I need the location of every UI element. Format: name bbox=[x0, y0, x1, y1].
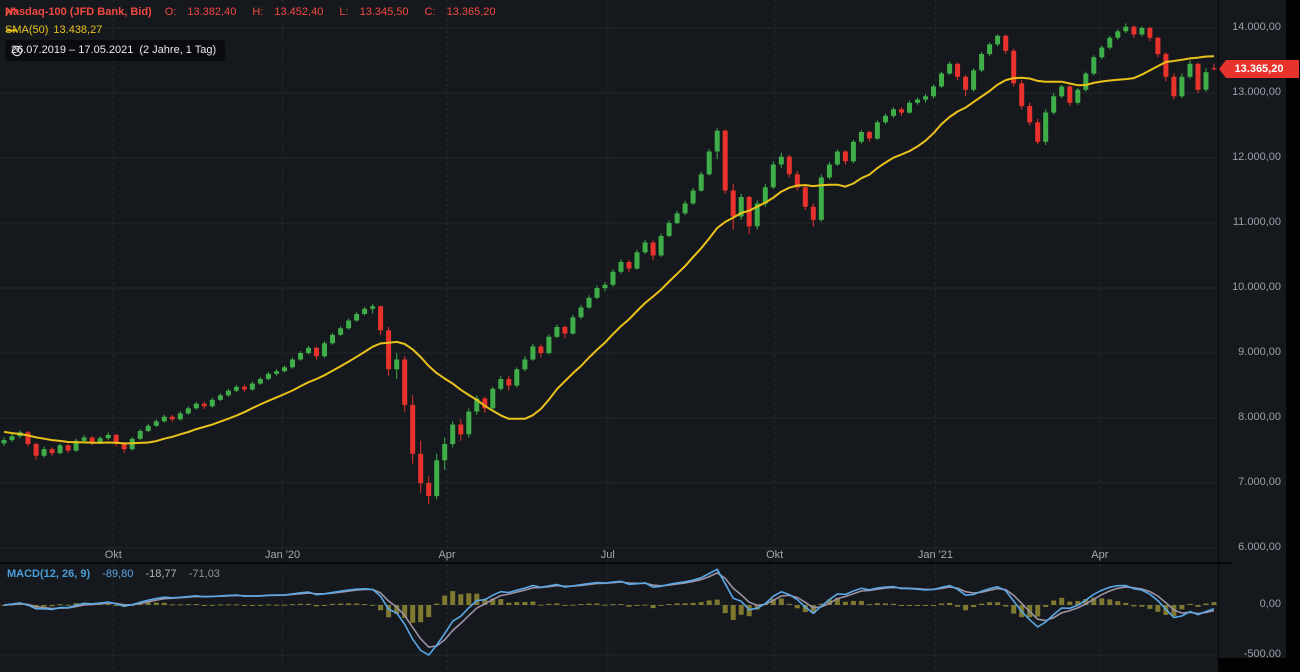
macd-line bbox=[3, 568, 1215, 657]
sma-name: SMA(50) bbox=[5, 24, 49, 36]
close-value: 13.365,20 bbox=[446, 6, 496, 18]
macd-histogram bbox=[1, 591, 1217, 623]
date-range-pill: 26.07.2019 – 17.05.2021 (2 Jahre, 1 Tag) bbox=[5, 40, 226, 61]
macd-indicator-chart[interactable] bbox=[0, 564, 1218, 672]
sma-value: 13.438,27 bbox=[53, 24, 103, 36]
time-tick: Okt bbox=[104, 549, 122, 561]
date-range-note: (2 Jahre, 1 Tag) bbox=[139, 44, 217, 56]
time-gridlines bbox=[112, 0, 1101, 549]
time-tick: Jul bbox=[600, 549, 615, 561]
macd-signal-value: -18,77 bbox=[145, 568, 177, 580]
sma-line bbox=[3, 55, 1215, 445]
price-tick: 13.000,00 bbox=[1232, 86, 1281, 98]
sma-legend-row: SMA(50) 13.438,27 bbox=[5, 22, 512, 39]
date-range: 26.07.2019 – 17.05.2021 bbox=[11, 44, 134, 56]
price-tick: 9.000,00 bbox=[1238, 346, 1281, 358]
price-tick: 10.000,00 bbox=[1232, 281, 1281, 293]
ohlc-readout: O: 13.382,40 H: 13.452,40 L: 13.345,50 C: 1… bbox=[164, 6, 496, 18]
candles-layer bbox=[1, 23, 1217, 505]
macd-label: MACD(12, 26, 9) bbox=[7, 568, 91, 580]
price-gridlines bbox=[0, 27, 1218, 549]
instrument-legend-row: Nasdaq-100 (JFD Bank, Bid) O: 13.382,40 H… bbox=[5, 4, 512, 21]
macd-axis-tick: -500,00 bbox=[1243, 648, 1281, 660]
price-tick: 8.000,00 bbox=[1238, 411, 1281, 423]
time-axis[interactable]: Okt Jan '20 Apr Jul Okt Jan '21 Apr bbox=[0, 549, 1218, 562]
time-tick: Apr bbox=[438, 549, 456, 561]
open-value: 13.382,40 bbox=[187, 6, 237, 18]
macd-axis-tick: 0,00 bbox=[1259, 598, 1281, 610]
right-edge-strip bbox=[1286, 0, 1300, 672]
last-price-tag: 13.365,20 bbox=[1219, 60, 1299, 78]
time-tick: Jan '21 bbox=[917, 549, 953, 561]
price-tick: 14.000,00 bbox=[1232, 21, 1281, 33]
date-range-row: 26.07.2019 – 17.05.2021 (2 Jahre, 1 Tag) bbox=[5, 40, 512, 61]
time-tick: Okt bbox=[766, 549, 784, 561]
high-value: 13.452,40 bbox=[274, 6, 324, 18]
chart-legend: Nasdaq-100 (JFD Bank, Bid) O: 13.382,40 H… bbox=[5, 4, 512, 62]
main-price-chart[interactable] bbox=[0, 0, 1218, 549]
price-tick: 12.000,00 bbox=[1232, 151, 1281, 163]
instrument-icon bbox=[5, 7, 18, 17]
low-value: 13.345,50 bbox=[359, 6, 409, 18]
panel-separator[interactable] bbox=[0, 562, 1232, 564]
clock-icon bbox=[11, 45, 23, 56]
instrument-name: Nasdaq-100 (JFD Bank, Bid) bbox=[5, 6, 152, 18]
sma-line-icon bbox=[6, 29, 17, 32]
macd-hist-value: -71,03 bbox=[188, 568, 220, 580]
macd-legend: MACD(12, 26, 9) -89,80 -18,77 -71,03 bbox=[7, 568, 229, 580]
price-tick: 7.000,00 bbox=[1238, 476, 1281, 488]
price-tick: 11.000,00 bbox=[1232, 216, 1281, 228]
price-tick: 6.000,00 bbox=[1238, 541, 1281, 553]
time-tick: Apr bbox=[1091, 549, 1109, 561]
macd-signal-line bbox=[3, 571, 1215, 648]
time-tick: Jan '20 bbox=[264, 549, 301, 561]
macd-value: -89,80 bbox=[102, 568, 134, 580]
bottom-right-corner bbox=[1219, 658, 1300, 672]
price-axis[interactable]: 14.000,00 13.000,00 12.000,00 11.000,00 10.0… bbox=[1218, 0, 1287, 672]
